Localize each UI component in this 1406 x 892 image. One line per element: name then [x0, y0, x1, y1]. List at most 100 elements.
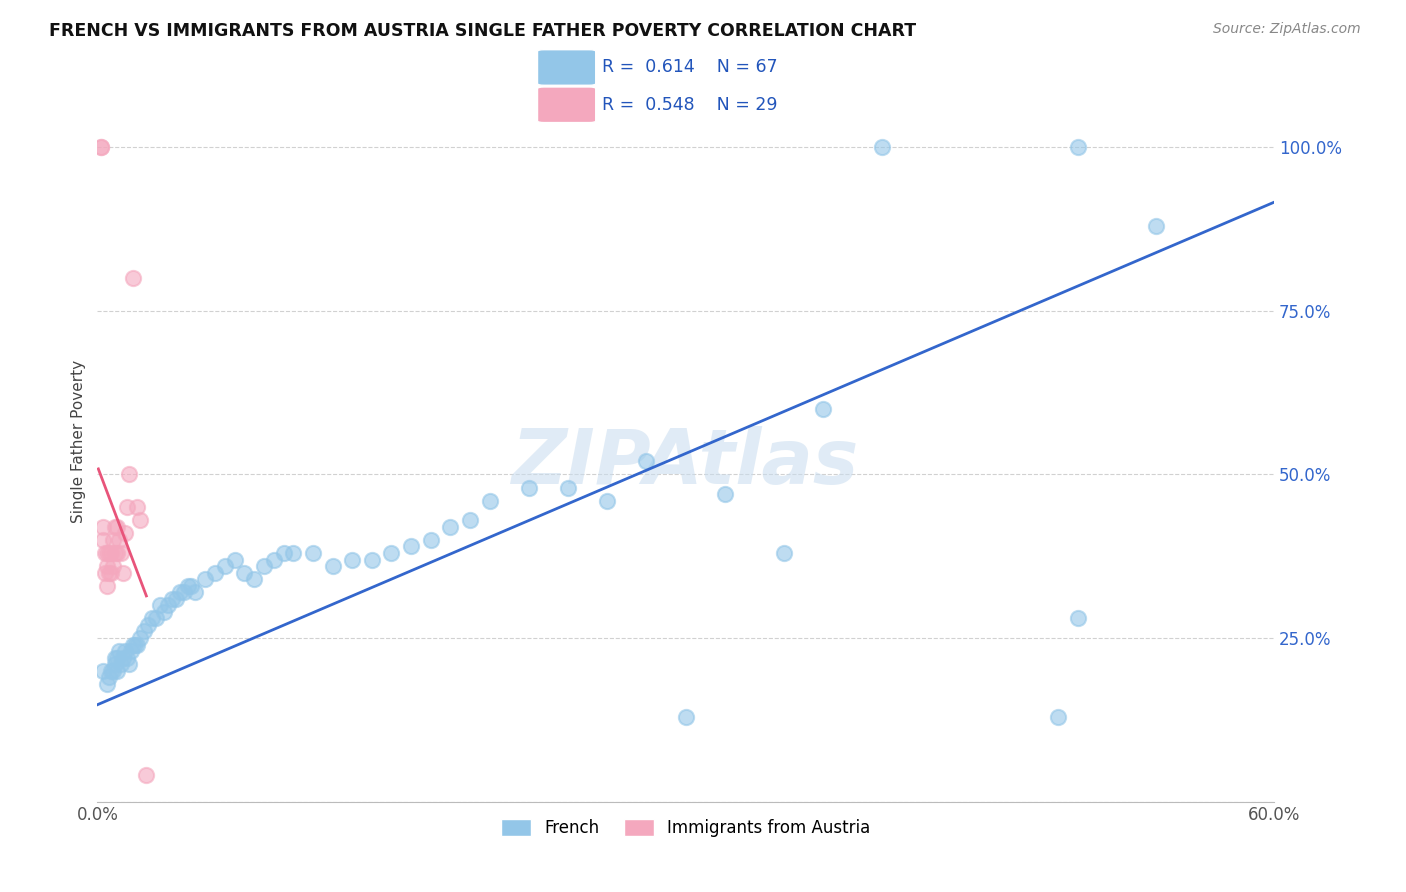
Point: [111, 650, 134, 665]
Point: [94, 546, 117, 560]
Point: [91, 520, 114, 534]
Point: [118, 657, 141, 672]
Text: Source: ZipAtlas.com: Source: ZipAtlas.com: [1213, 22, 1361, 37]
Point: [517, 481, 540, 495]
Point: [105, 546, 128, 560]
Point: [101, 664, 124, 678]
Point: [91, 664, 114, 678]
Point: [108, 644, 131, 658]
Point: [458, 513, 481, 527]
Point: [156, 599, 179, 613]
Point: [204, 566, 226, 580]
Point: [114, 526, 136, 541]
Point: [1047, 709, 1070, 723]
Legend: French, Immigrants from Austria: French, Immigrants from Austria: [494, 812, 877, 844]
Point: [100, 546, 122, 560]
Point: [302, 546, 325, 560]
FancyBboxPatch shape: [537, 87, 596, 122]
Point: [160, 591, 183, 606]
Point: [104, 546, 127, 560]
Point: [134, 624, 156, 639]
Point: [145, 611, 167, 625]
Point: [91, 533, 114, 547]
Point: [273, 546, 295, 560]
Point: [153, 605, 176, 619]
Point: [342, 552, 364, 566]
Text: R =  0.548    N = 29: R = 0.548 N = 29: [602, 95, 778, 114]
Point: [110, 546, 132, 560]
Point: [104, 650, 127, 665]
Point: [263, 552, 285, 566]
Point: [98, 546, 121, 560]
Point: [419, 533, 441, 547]
Point: [675, 709, 697, 723]
Point: [104, 657, 127, 672]
Point: [110, 657, 132, 672]
Point: [243, 572, 266, 586]
Point: [115, 500, 138, 515]
Point: [129, 631, 152, 645]
Point: [115, 650, 138, 665]
Point: [184, 585, 207, 599]
FancyBboxPatch shape: [537, 50, 596, 86]
Point: [101, 533, 124, 547]
Point: [120, 644, 142, 658]
Point: [214, 559, 236, 574]
Point: [129, 513, 152, 527]
Point: [125, 638, 148, 652]
Point: [100, 664, 122, 678]
Point: [105, 650, 128, 665]
Point: [96, 677, 118, 691]
Point: [1144, 219, 1167, 233]
Point: [114, 644, 136, 658]
Text: R =  0.614    N = 67: R = 0.614 N = 67: [602, 59, 778, 77]
Point: [1067, 140, 1090, 154]
Point: [169, 585, 191, 599]
Point: [96, 559, 118, 574]
Point: [121, 638, 143, 652]
Point: [399, 540, 422, 554]
Point: [557, 481, 579, 495]
Point: [105, 520, 128, 534]
Point: [141, 611, 163, 625]
Point: [772, 546, 794, 560]
Point: [108, 533, 131, 547]
Point: [111, 566, 134, 580]
Point: [124, 638, 146, 652]
Point: [870, 140, 893, 154]
Point: [104, 520, 127, 534]
Point: [478, 493, 501, 508]
Text: ZIPAtlas: ZIPAtlas: [512, 426, 859, 500]
Point: [149, 599, 172, 613]
Point: [176, 579, 198, 593]
Point: [596, 493, 619, 508]
Point: [138, 618, 160, 632]
Point: [380, 546, 402, 560]
Point: [180, 579, 202, 593]
Point: [98, 670, 121, 684]
Point: [360, 552, 382, 566]
Point: [118, 467, 141, 482]
Point: [94, 566, 117, 580]
Point: [96, 546, 118, 560]
Point: [283, 546, 305, 560]
Point: [90, 140, 112, 154]
Point: [135, 768, 157, 782]
Point: [194, 572, 217, 586]
Point: [101, 559, 124, 574]
Point: [439, 520, 461, 534]
Point: [100, 566, 122, 580]
Y-axis label: Single Father Poverty: Single Father Poverty: [72, 360, 86, 524]
Point: [224, 552, 246, 566]
Point: [90, 140, 112, 154]
Point: [165, 591, 187, 606]
Point: [98, 566, 121, 580]
Point: [96, 579, 118, 593]
Point: [121, 271, 143, 285]
Point: [233, 566, 256, 580]
Point: [253, 559, 276, 574]
Point: [811, 402, 834, 417]
Point: [105, 664, 128, 678]
Point: [322, 559, 344, 574]
Point: [1067, 611, 1090, 625]
